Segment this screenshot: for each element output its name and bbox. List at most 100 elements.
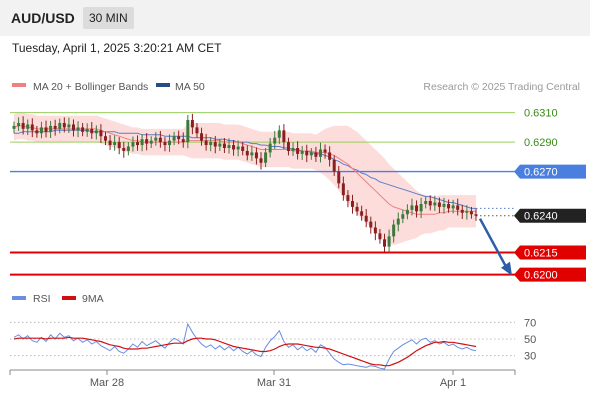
x-tick-label: Apr 1 bbox=[440, 377, 466, 389]
candle-body bbox=[181, 139, 185, 143]
candle-body bbox=[85, 128, 89, 132]
candle-body bbox=[254, 152, 258, 159]
forecast-arrow-head bbox=[501, 261, 512, 276]
candle-body bbox=[465, 211, 469, 213]
candle-body bbox=[35, 130, 39, 134]
bollinger-band bbox=[14, 112, 476, 246]
candle-body bbox=[67, 124, 71, 128]
x-tick-label: Mar 28 bbox=[90, 377, 124, 389]
candle-body bbox=[428, 201, 432, 206]
level-0-6270-tag bbox=[514, 164, 586, 179]
rsi-ma-line bbox=[13, 336, 477, 367]
timeframe-badge[interactable]: 30 MIN bbox=[83, 7, 134, 29]
candle-body bbox=[451, 205, 455, 209]
candle-body bbox=[158, 137, 162, 143]
rsi-tick-70: 70 bbox=[524, 317, 536, 329]
candle-body bbox=[401, 214, 405, 219]
candle-body bbox=[90, 128, 94, 134]
candle-body bbox=[309, 152, 313, 156]
candle-body bbox=[415, 205, 419, 212]
candle-body bbox=[250, 152, 254, 156]
candle-body bbox=[236, 146, 240, 150]
candle-body bbox=[172, 136, 176, 141]
candle-body bbox=[447, 203, 451, 209]
candle-body bbox=[94, 130, 98, 134]
candle-body bbox=[195, 127, 199, 134]
candle-body bbox=[44, 127, 48, 132]
candle-body bbox=[460, 209, 464, 213]
rsi-line bbox=[13, 322, 477, 370]
candle-body bbox=[126, 146, 130, 151]
candle-body bbox=[58, 122, 62, 129]
time-axis: Mar 28 Mar 31 Apr 1 bbox=[9, 369, 516, 389]
candle-body bbox=[332, 159, 336, 172]
candle-body bbox=[163, 142, 167, 146]
candle-body bbox=[296, 148, 300, 154]
candle-body bbox=[264, 152, 268, 163]
research-credit: Research © 2025 Trading Central bbox=[423, 81, 580, 93]
candle-body bbox=[76, 127, 80, 131]
candle-body bbox=[396, 218, 400, 225]
candle-body bbox=[200, 133, 204, 141]
candle-body bbox=[392, 224, 396, 237]
candle-body bbox=[177, 136, 181, 140]
candle-body bbox=[378, 233, 382, 240]
forecast-arrow bbox=[478, 218, 512, 276]
candles bbox=[12, 113, 478, 253]
candle-body bbox=[154, 137, 158, 141]
timestamp: Tuesday, April 1, 2025 3:20:21 AM CET bbox=[12, 41, 222, 55]
candle-body bbox=[273, 137, 277, 144]
candle-body bbox=[474, 214, 478, 216]
price-levels: 0.6310 0.6290 0.6270 0.6240 0.6215 0.6200 bbox=[10, 108, 586, 282]
candle-body bbox=[81, 127, 85, 132]
candle-body bbox=[168, 140, 172, 146]
candle-body bbox=[346, 195, 350, 202]
forecast-arrow-shaft bbox=[478, 218, 508, 268]
candle-body bbox=[122, 148, 126, 151]
candle-body bbox=[314, 152, 318, 157]
candle-body bbox=[222, 143, 226, 149]
symbol-title: AUD/USD bbox=[11, 10, 75, 26]
candle-body bbox=[53, 125, 57, 129]
candle-body bbox=[186, 120, 190, 143]
candle-body bbox=[469, 211, 473, 215]
level-0-6200-tag bbox=[514, 267, 586, 282]
candle-body bbox=[140, 139, 144, 146]
candle-body bbox=[149, 140, 153, 144]
candle-body bbox=[387, 236, 391, 247]
level-0-6310-label: 0.6310 bbox=[524, 108, 558, 120]
candle-body bbox=[328, 152, 332, 160]
candle-body bbox=[21, 122, 25, 129]
candle-body bbox=[12, 125, 16, 129]
level-0-6215-label: 0.6215 bbox=[524, 248, 558, 260]
bollinger-band-area bbox=[14, 112, 476, 246]
candle-body bbox=[383, 239, 387, 247]
candle-body bbox=[204, 140, 208, 146]
candle-body bbox=[282, 130, 286, 143]
candle-body bbox=[39, 127, 43, 134]
level-0-6240-tag bbox=[514, 208, 586, 223]
level-0-6240-label: 0.6240 bbox=[524, 211, 558, 223]
candle-body bbox=[245, 150, 249, 156]
candle-body bbox=[190, 120, 194, 128]
rsi-panel: 70 50 30 bbox=[10, 317, 536, 370]
candle-body bbox=[300, 150, 304, 154]
candle-body bbox=[410, 205, 414, 210]
ma50-legend-label: MA 50 bbox=[175, 81, 205, 93]
header-bar: AUD/USD 30 MIN bbox=[0, 0, 590, 36]
candle-body bbox=[286, 142, 290, 151]
candle-body bbox=[277, 130, 281, 138]
candle-body bbox=[350, 201, 354, 207]
candle-body bbox=[341, 183, 345, 196]
candle-body bbox=[305, 150, 309, 156]
candle-body bbox=[62, 122, 66, 128]
candle-body bbox=[456, 205, 460, 210]
candle-body bbox=[355, 206, 359, 212]
rsi-legend-label: RSI bbox=[33, 293, 51, 305]
candle-body bbox=[209, 142, 213, 146]
candle-body bbox=[291, 148, 295, 151]
candle-body bbox=[373, 227, 377, 234]
rsi-ma-legend-label: 9MA bbox=[82, 293, 104, 305]
rsi-ma-legend-swatch bbox=[62, 296, 76, 300]
